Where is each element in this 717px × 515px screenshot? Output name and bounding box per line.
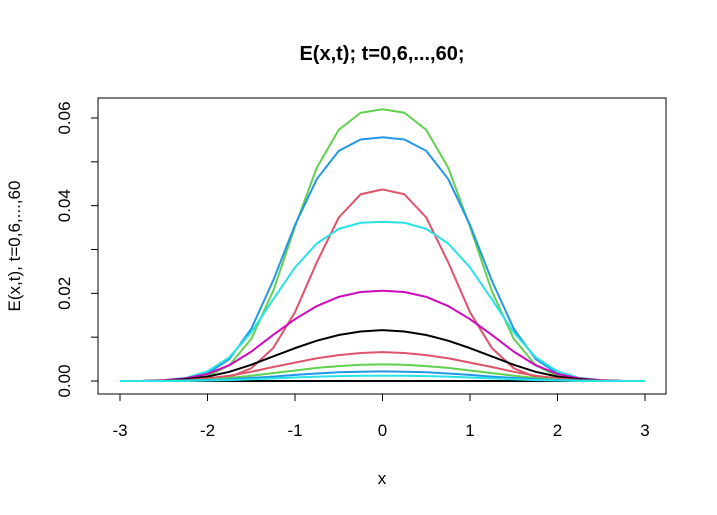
y-tick-label: 0.02 (55, 277, 74, 310)
x-tick-label: 1 (465, 421, 474, 440)
series-line-5 (120, 220, 645, 382)
y-axis-label: E(x,t), t=0,6,...,60 (5, 181, 24, 312)
x-tick-label: 2 (553, 421, 562, 440)
x-tick-label: 0 (378, 421, 387, 440)
x-tick-label: -2 (200, 421, 215, 440)
y-tick-label: 0.06 (55, 101, 74, 134)
series-line-7 (120, 329, 645, 382)
series-line-8 (120, 351, 645, 382)
y-axis: 0.00 0.02 0.04 0.06 (55, 101, 99, 398)
x-tick-label: 3 (640, 421, 649, 440)
series-line-11 (120, 374, 645, 382)
x-axis-label: x (378, 469, 387, 488)
y-tick-label: 0.04 (55, 189, 74, 222)
x-tick-label: -1 (287, 421, 302, 440)
x-tick-label: -3 (112, 421, 127, 440)
chart-title: E(x,t); t=0,6,...,60; (299, 43, 464, 65)
series-line-6 (120, 289, 645, 382)
y-tick-label: 0.00 (55, 364, 74, 397)
series-layer (120, 108, 645, 382)
x-axis: -3 -2 -1 0 1 2 3 (112, 393, 650, 440)
